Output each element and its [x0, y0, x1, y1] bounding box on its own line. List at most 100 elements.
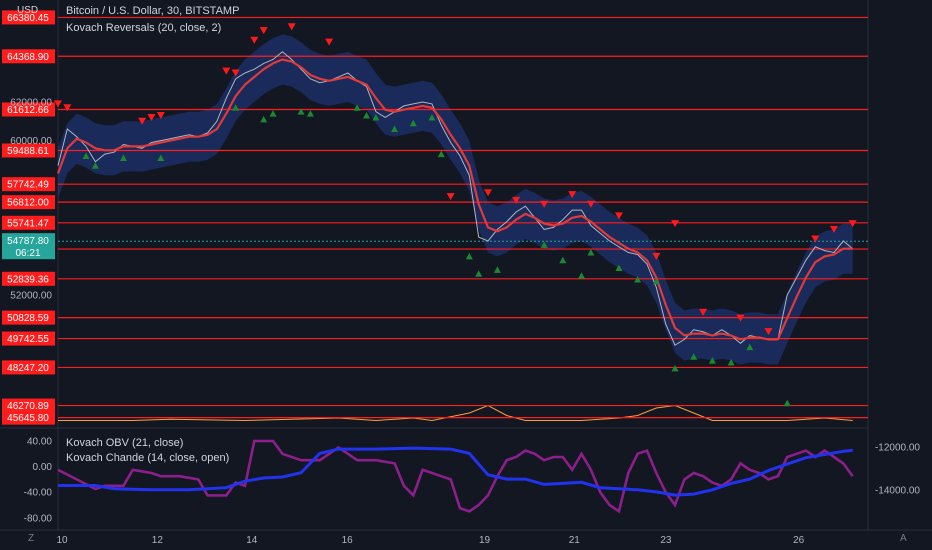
- obv-indicator-title: Kovach OBV (21, close): [66, 437, 184, 449]
- level-label-bg: [2, 331, 55, 346]
- reversal-up-marker: [363, 112, 371, 119]
- reversal-up-marker: [428, 113, 436, 121]
- level-label-bg: [2, 143, 55, 158]
- reversal-up-marker: [82, 152, 90, 160]
- reversal-up-marker: [353, 104, 361, 111]
- reversal-down-marker: [484, 189, 493, 197]
- reversal-down-marker: [54, 100, 62, 108]
- reversal-up-marker: [119, 154, 127, 161]
- reversal-down-marker: [829, 225, 838, 233]
- obv-line: [58, 446, 853, 497]
- reversal-down-marker: [287, 23, 296, 31]
- level-label: 59488.61: [7, 146, 49, 157]
- reversal-down-marker: [231, 69, 240, 77]
- level-label: 61612.66: [7, 105, 49, 116]
- current-price-tag: [2, 233, 55, 260]
- level-label: 66380.45: [7, 13, 49, 24]
- timezone-icon[interactable]: Z: [28, 533, 35, 544]
- reversal-up-marker: [540, 241, 548, 248]
- time-tick-label: 10: [56, 535, 68, 546]
- chande-tick-label: 40.00: [27, 437, 52, 448]
- level-label: 55741.47: [7, 218, 49, 229]
- level-label: 64368.90: [7, 52, 49, 63]
- level-label-bg: [2, 310, 55, 325]
- reversal-down-marker: [540, 200, 549, 208]
- currency-label[interactable]: USD: [17, 5, 39, 16]
- reversal-down-marker: [652, 252, 661, 260]
- level-label-bg: [2, 102, 55, 117]
- reversal-down-marker: [138, 117, 147, 125]
- level-label: 56812.00: [7, 198, 49, 209]
- reversal-up-marker: [690, 353, 698, 360]
- level-label-bg: [2, 215, 55, 230]
- reversal-down-marker: [147, 113, 156, 121]
- reversal-up-marker: [727, 359, 735, 366]
- reversal-up-marker: [578, 272, 586, 279]
- price-tick-label: 62000.00: [10, 98, 52, 109]
- level-label: 57742.49: [7, 180, 49, 191]
- reversal-down-marker: [222, 67, 231, 75]
- reversal-up-marker: [475, 270, 483, 277]
- reversal-up-marker: [783, 399, 791, 407]
- level-label: 52839.36: [7, 274, 49, 285]
- level-label: 48247.20: [7, 363, 49, 374]
- reversal-up-marker: [372, 113, 380, 121]
- reversal-up-marker: [708, 357, 716, 364]
- reversal-down-marker: [259, 27, 268, 35]
- level-label: 46270.89: [7, 401, 49, 412]
- symbol-title: Bitcoin / U.S. Dollar, 30, BITSTAMP: [66, 5, 240, 17]
- reversal-down-marker: [325, 38, 334, 46]
- reversal-down-marker: [446, 193, 455, 201]
- time-tick-label: 14: [246, 535, 258, 546]
- reversal-up-marker: [269, 110, 277, 117]
- reversal-down-marker: [250, 36, 259, 44]
- reversal-up-marker: [91, 162, 99, 169]
- reversal-down-marker: [848, 220, 857, 228]
- reversal-down-marker: [63, 104, 72, 112]
- level-label: 50828.59: [7, 313, 49, 324]
- time-tick-label: 26: [793, 535, 805, 546]
- reversal-up-marker: [559, 256, 567, 264]
- price-tick-label: 60000.00: [10, 136, 52, 147]
- reversal-up-marker: [615, 264, 623, 271]
- indicator-title: Kovach Reversals (20, close, 2): [66, 22, 222, 34]
- level-label-bg: [2, 360, 55, 375]
- auto-scale-icon[interactable]: A: [900, 533, 907, 544]
- reversal-down-marker: [811, 235, 820, 243]
- reversal-up-marker: [465, 252, 473, 260]
- reversal-up-marker: [437, 150, 445, 158]
- chande-tick-label: -40.00: [24, 488, 53, 499]
- reversal-up-marker: [671, 364, 679, 372]
- reversal-down-marker: [764, 328, 773, 336]
- time-tick-label: 16: [342, 535, 354, 546]
- reversal-up-marker: [306, 110, 314, 117]
- reversal-up-marker: [493, 266, 501, 273]
- level-label: 45645.80: [7, 413, 49, 424]
- reversal-up-marker: [157, 154, 165, 161]
- reversal-down-marker: [512, 196, 521, 204]
- time-tick-label: 21: [569, 535, 581, 546]
- reversal-up-marker: [391, 125, 399, 133]
- reversal-up-marker: [652, 277, 660, 285]
- chande-tick-label: 0.00: [33, 462, 53, 473]
- moving-average-line: [56, 58, 853, 341]
- price-tick-label: 52000.00: [10, 291, 52, 302]
- time-tick-label: 23: [660, 535, 672, 546]
- time-tick-label: 19: [479, 535, 491, 546]
- reversal-up-marker: [634, 276, 642, 283]
- level-label-bg: [2, 195, 55, 210]
- reversal-up-marker: [232, 104, 240, 111]
- reversal-down-marker: [614, 212, 623, 220]
- reversal-down-marker: [156, 112, 165, 120]
- reversal-up-marker: [587, 249, 595, 256]
- obv-tick-label: -12000.00: [875, 443, 920, 454]
- level-label-bg: [2, 398, 55, 413]
- level-label: 49742.55: [7, 334, 49, 345]
- reversal-down-marker: [699, 308, 708, 316]
- reversal-down-marker: [736, 314, 745, 322]
- level-label-bg: [2, 271, 55, 286]
- reversal-up-marker: [746, 343, 754, 351]
- current-price-countdown: 06:21: [15, 248, 40, 259]
